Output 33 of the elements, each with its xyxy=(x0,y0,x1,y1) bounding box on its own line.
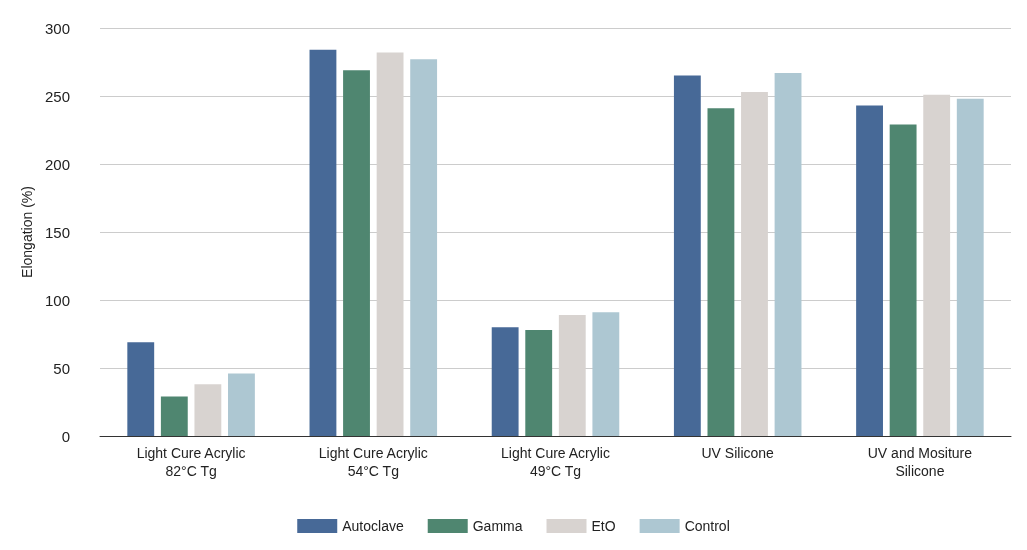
bar xyxy=(707,108,735,436)
bar xyxy=(309,49,337,436)
bar xyxy=(856,105,883,436)
x-tick-label: Light Cure Acrylic 54°C Tg xyxy=(318,445,428,479)
y-tick-label: 250 xyxy=(44,87,70,105)
bar xyxy=(673,75,701,436)
x-tick-label: Light Cure Acrylic 49°C Tg xyxy=(501,445,610,479)
y-tick-label: 150 xyxy=(44,223,70,241)
bar xyxy=(410,59,438,436)
legend-label: Control xyxy=(684,518,730,534)
y-tick-label: 300 xyxy=(44,19,70,37)
y-tick-label: 100 xyxy=(44,291,70,309)
bar xyxy=(889,124,917,436)
legend-label: Gamma xyxy=(472,518,523,534)
legend-label: Autoclave xyxy=(342,518,404,534)
x-tick-label: UV Silicone xyxy=(701,445,775,461)
bar xyxy=(194,384,222,436)
bar xyxy=(160,396,188,436)
y-tick-label: 50 xyxy=(53,359,70,377)
bar xyxy=(774,72,802,436)
bar xyxy=(127,342,155,436)
bar xyxy=(592,312,620,436)
bar xyxy=(956,98,984,436)
bar xyxy=(343,70,370,436)
bar xyxy=(525,329,553,436)
y-tick-label: 0 xyxy=(61,427,70,445)
y-tick-label: 200 xyxy=(44,155,70,173)
x-tick-label: UV and Mositure Silicone xyxy=(867,445,973,479)
x-tick-label: Light Cure Acrylic 82°C Tg xyxy=(136,445,246,479)
bar xyxy=(491,327,519,436)
legend-label: EtO xyxy=(591,518,616,534)
bar xyxy=(228,373,255,436)
y-axis-title: Elongation (%) xyxy=(19,186,36,278)
